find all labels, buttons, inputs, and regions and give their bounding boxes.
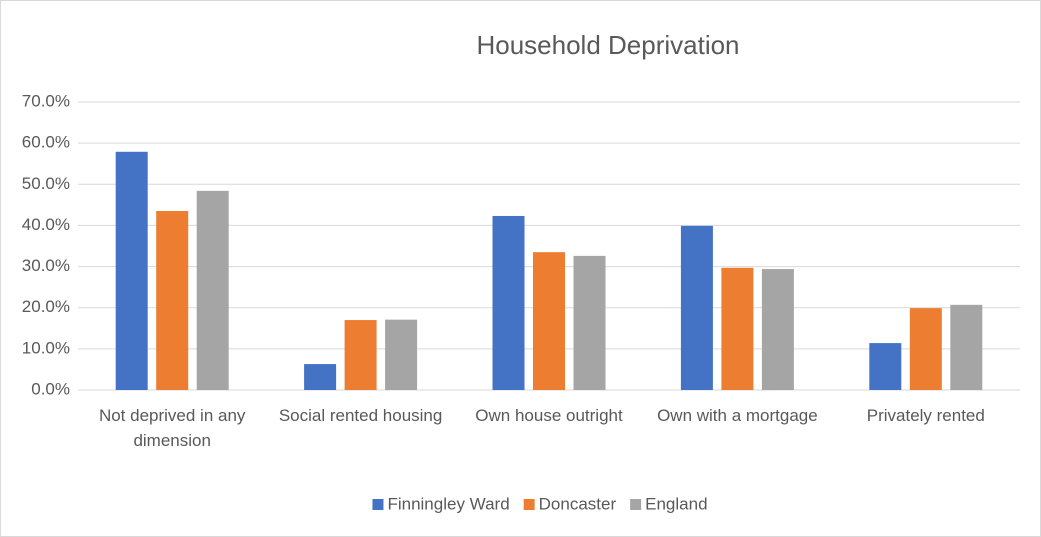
bar <box>304 364 337 390</box>
bar <box>761 269 794 390</box>
legend-swatch <box>630 499 642 510</box>
bar <box>950 304 983 390</box>
bar <box>344 320 377 390</box>
legend-label: England <box>645 494 707 513</box>
bar <box>156 211 189 390</box>
y-tick-label: 50.0% <box>22 174 70 193</box>
bar <box>115 151 148 390</box>
y-tick-label: 60.0% <box>22 133 70 152</box>
y-tick-label: 0.0% <box>31 379 70 398</box>
x-tick-label: Own with a mortgage <box>657 406 818 425</box>
x-tick-label: Own house outright <box>475 406 623 425</box>
x-tick-label: Privately rented <box>866 406 985 425</box>
bar <box>533 252 565 390</box>
bar <box>680 225 713 390</box>
legend-label: Doncaster <box>539 494 617 513</box>
y-tick-label: 10.0% <box>22 338 70 357</box>
bar <box>909 308 942 390</box>
legend-swatch <box>372 499 384 510</box>
y-tick-label: 30.0% <box>22 256 70 275</box>
bar <box>492 215 525 390</box>
bar <box>573 255 606 390</box>
x-tick-label: Social rented housing <box>278 406 443 425</box>
y-tick-label: 40.0% <box>22 215 70 234</box>
legend-label: Finningley Ward <box>387 494 509 513</box>
y-tick-label: 70.0% <box>22 91 70 110</box>
bar <box>385 319 418 390</box>
bar <box>196 190 229 390</box>
legend-swatch <box>523 499 535 510</box>
bar <box>869 343 902 390</box>
bar <box>721 267 754 390</box>
chart-title: Household Deprivation <box>476 30 739 60</box>
y-tick-label: 20.0% <box>22 297 70 316</box>
x-tick-label: Not deprived in any dimension <box>98 406 246 450</box>
